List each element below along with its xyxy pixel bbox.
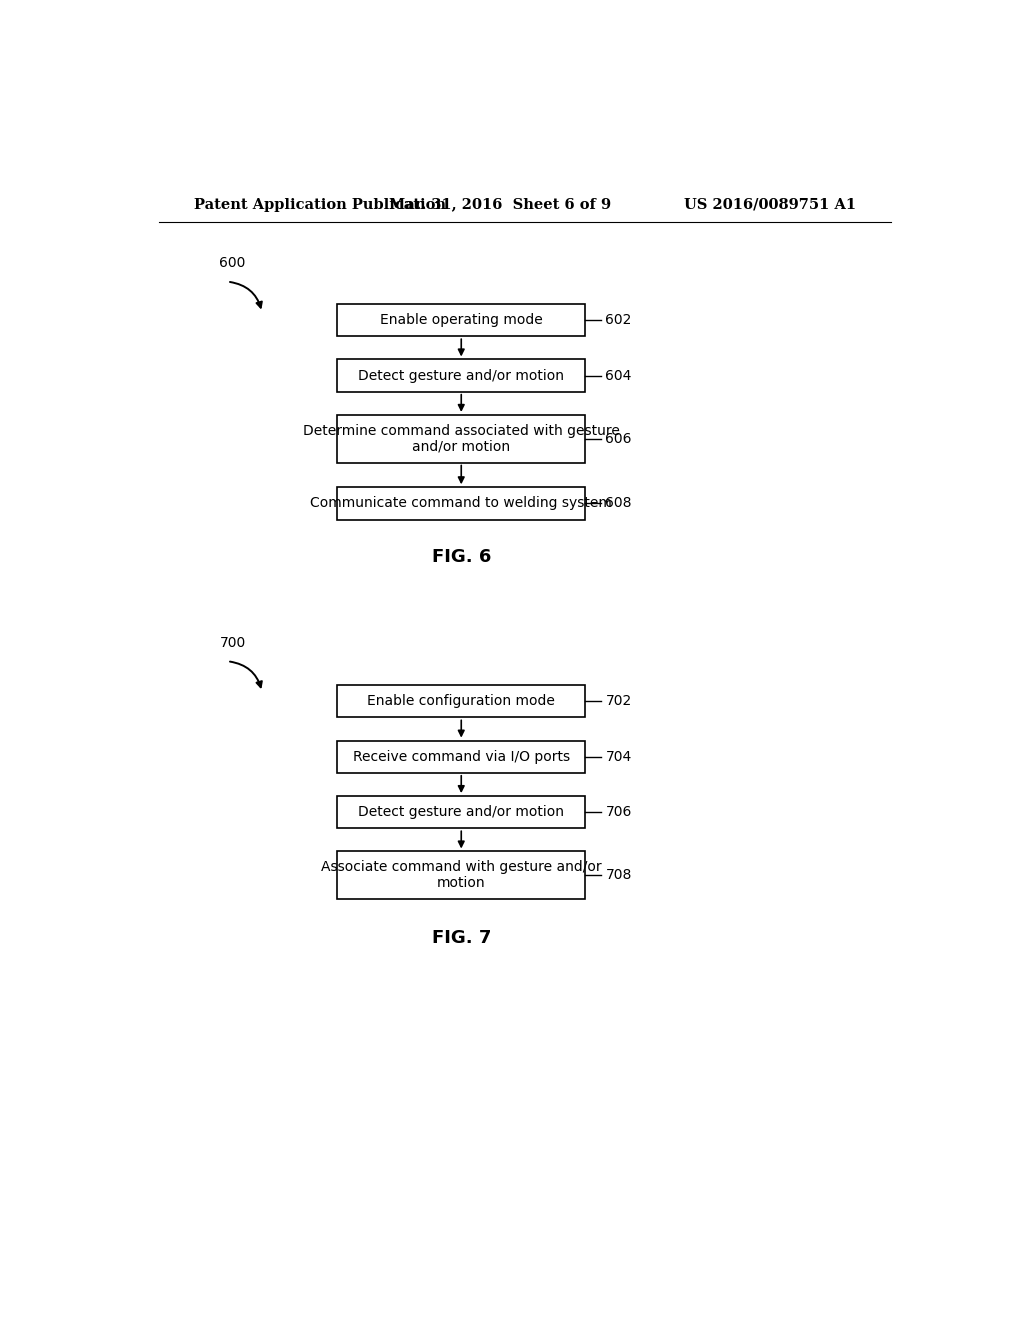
Text: Mar. 31, 2016  Sheet 6 of 9: Mar. 31, 2016 Sheet 6 of 9 xyxy=(389,198,611,211)
Text: FIG. 6: FIG. 6 xyxy=(431,548,490,566)
Text: Patent Application Publication: Patent Application Publication xyxy=(194,198,445,211)
Text: 702: 702 xyxy=(605,694,632,709)
Bar xyxy=(337,741,586,774)
Text: 606: 606 xyxy=(605,432,632,446)
Text: Enable configuration mode: Enable configuration mode xyxy=(368,694,555,709)
Text: Detect gesture and/or motion: Detect gesture and/or motion xyxy=(358,368,564,383)
Bar xyxy=(337,685,586,718)
Text: FIG. 7: FIG. 7 xyxy=(431,929,490,946)
Text: Associate command with gesture and/or
motion: Associate command with gesture and/or mo… xyxy=(321,861,601,891)
Text: US 2016/0089751 A1: US 2016/0089751 A1 xyxy=(684,198,856,211)
Text: 706: 706 xyxy=(605,805,632,820)
Bar xyxy=(337,304,586,337)
Bar xyxy=(337,796,586,829)
Bar xyxy=(337,414,586,462)
Text: Communicate command to welding system: Communicate command to welding system xyxy=(310,496,612,511)
Text: 602: 602 xyxy=(605,313,632,327)
Text: 704: 704 xyxy=(605,750,632,764)
Bar xyxy=(337,359,586,392)
Text: Determine command associated with gesture
and/or motion: Determine command associated with gestur… xyxy=(303,424,620,454)
Text: 608: 608 xyxy=(605,496,632,511)
Text: 700: 700 xyxy=(219,636,246,649)
Text: Enable operating mode: Enable operating mode xyxy=(380,313,543,327)
Text: 708: 708 xyxy=(605,869,632,882)
Bar xyxy=(337,487,586,520)
Text: 600: 600 xyxy=(219,256,246,271)
Text: Receive command via I/O ports: Receive command via I/O ports xyxy=(352,750,569,764)
Text: 604: 604 xyxy=(605,368,632,383)
Text: Detect gesture and/or motion: Detect gesture and/or motion xyxy=(358,805,564,820)
Bar xyxy=(337,851,586,899)
